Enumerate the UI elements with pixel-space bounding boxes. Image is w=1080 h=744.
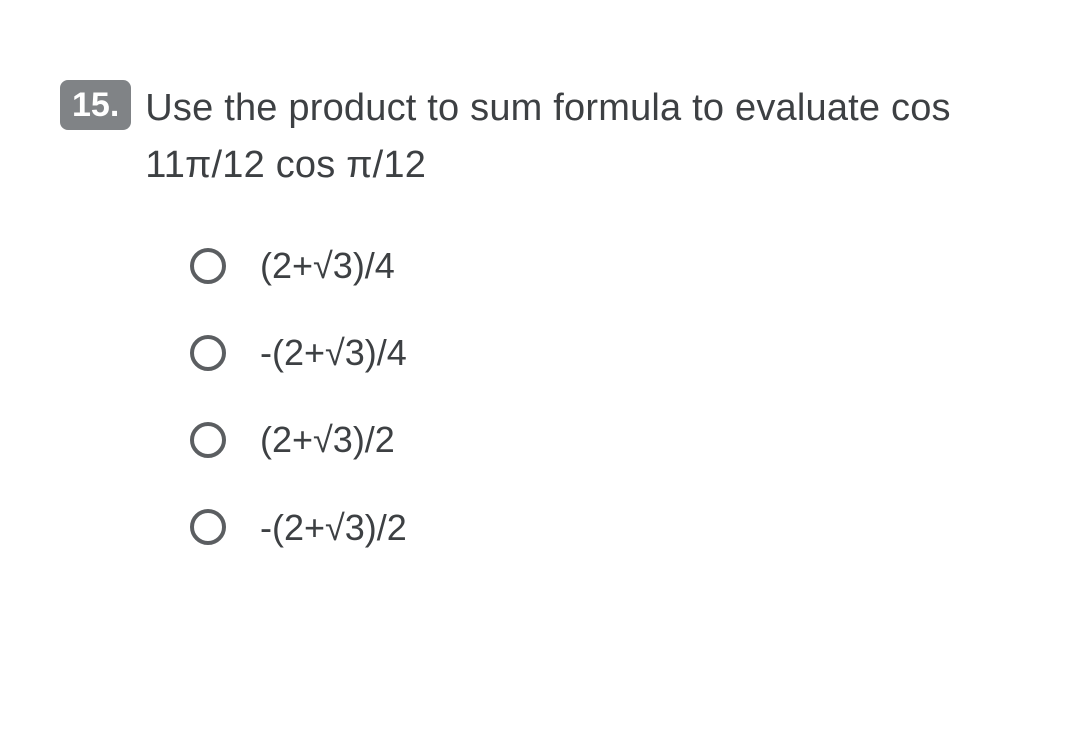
option-row[interactable]: (2+√3)/2 — [190, 418, 1020, 461]
question-container: 15. Use the product to sum formula to ev… — [60, 80, 1020, 549]
question-text: Use the product to sum formula to evalua… — [145, 80, 1020, 194]
radio-icon[interactable] — [190, 335, 226, 371]
option-label: (2+√3)/4 — [260, 244, 395, 287]
option-row[interactable]: (2+√3)/4 — [190, 244, 1020, 287]
options-list: (2+√3)/4 -(2+√3)/4 (2+√3)/2 -(2+√3)/2 — [60, 244, 1020, 549]
question-header: 15. Use the product to sum formula to ev… — [60, 80, 1020, 194]
radio-icon[interactable] — [190, 509, 226, 545]
radio-icon[interactable] — [190, 248, 226, 284]
option-label: -(2+√3)/4 — [260, 331, 407, 374]
option-row[interactable]: -(2+√3)/4 — [190, 331, 1020, 374]
radio-icon[interactable] — [190, 422, 226, 458]
option-label: -(2+√3)/2 — [260, 506, 407, 549]
option-row[interactable]: -(2+√3)/2 — [190, 506, 1020, 549]
option-label: (2+√3)/2 — [260, 418, 395, 461]
question-number-badge: 15. — [60, 80, 131, 130]
